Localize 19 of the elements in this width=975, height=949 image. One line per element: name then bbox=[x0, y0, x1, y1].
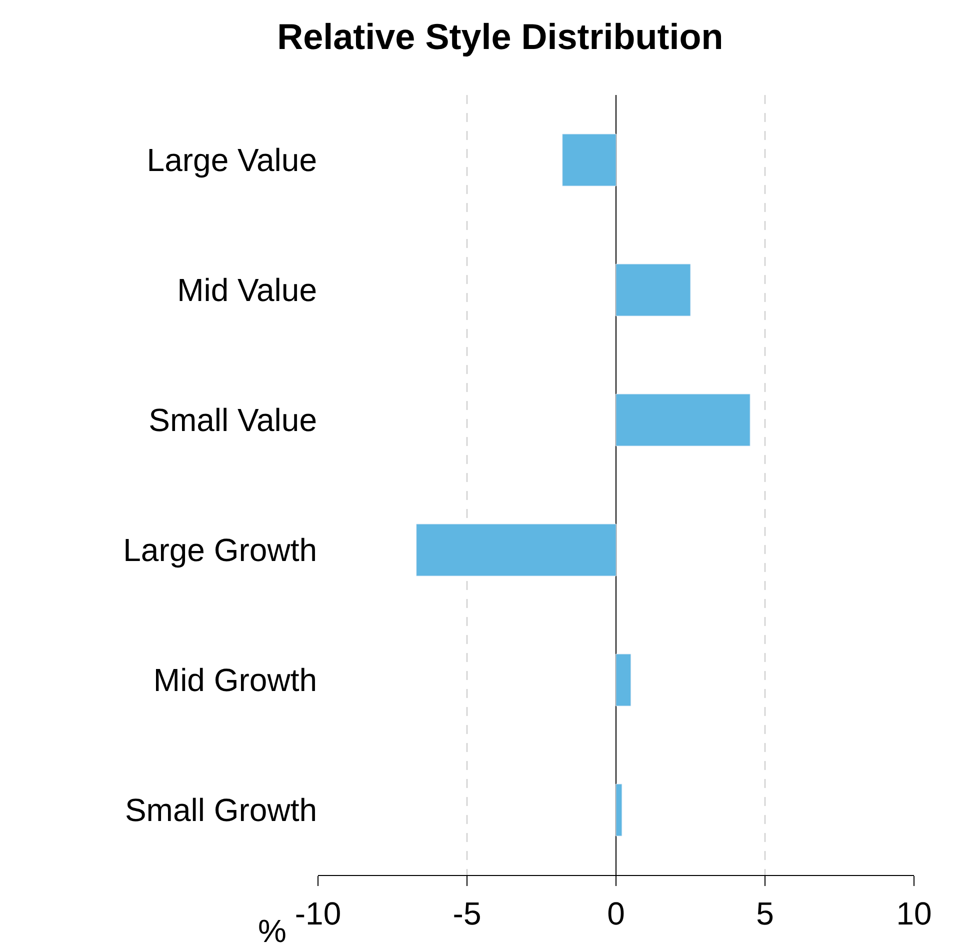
y-tick-label: Large Growth bbox=[123, 532, 317, 568]
y-tick-label: Mid Value bbox=[177, 272, 317, 308]
bar bbox=[562, 134, 616, 186]
x-axis-title: % bbox=[258, 913, 286, 949]
y-tick-label: Mid Growth bbox=[153, 662, 317, 698]
chart-title: Relative Style Distribution bbox=[277, 16, 724, 57]
x-tick-label: -5 bbox=[452, 895, 482, 932]
bar bbox=[616, 394, 750, 446]
x-tick-label: 5 bbox=[756, 895, 774, 932]
y-tick-label: Small Growth bbox=[124, 792, 317, 828]
x-tick-label: 0 bbox=[607, 895, 625, 932]
x-tick-label: 10 bbox=[896, 895, 932, 932]
y-tick-label: Large Value bbox=[146, 142, 317, 178]
bar bbox=[616, 264, 691, 316]
bar bbox=[416, 524, 616, 576]
bar bbox=[616, 784, 622, 836]
bar bbox=[616, 654, 632, 706]
y-tick-label: Small Value bbox=[148, 402, 317, 438]
x-tick-label: -10 bbox=[294, 895, 342, 932]
